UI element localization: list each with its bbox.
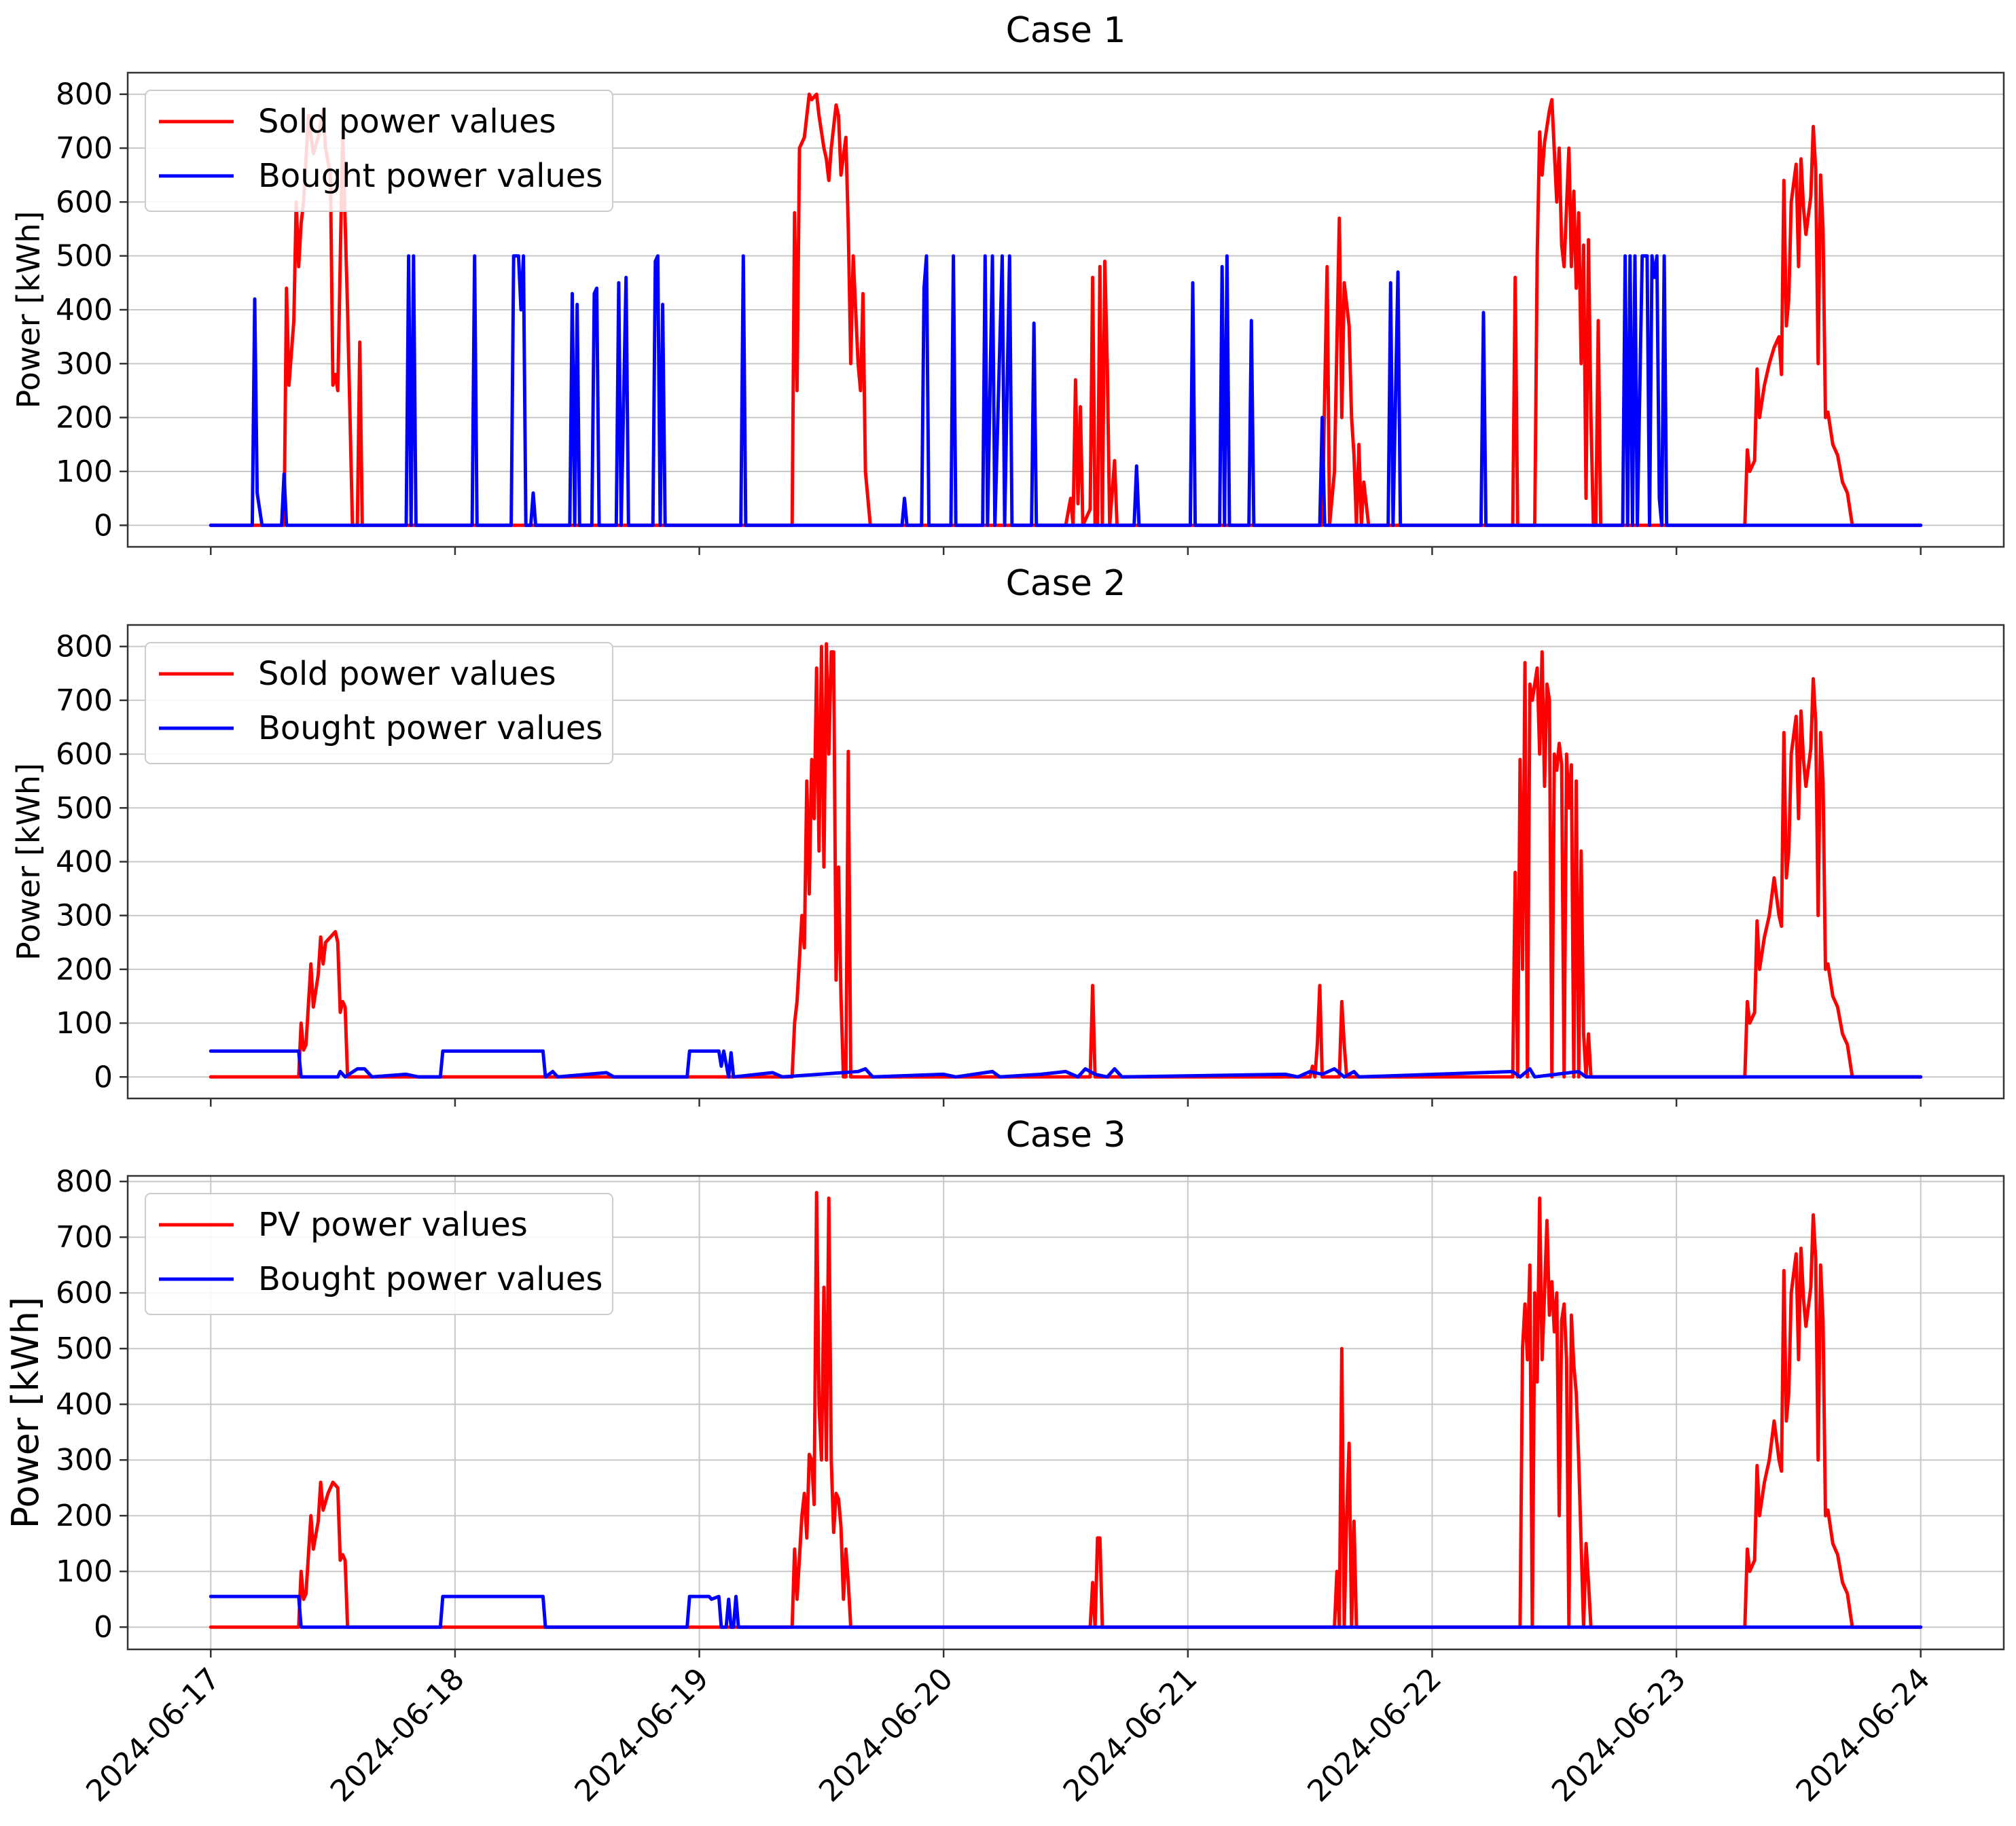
y-tick-label: 300 [56, 899, 113, 933]
y-tick-label: 100 [56, 454, 113, 489]
series-line-blue [209, 254, 1923, 527]
plot-frame [126, 1175, 2005, 1651]
chart-title: Case 3 [1006, 1115, 1126, 1156]
x-tick-label: 2024-06-24 [1790, 1662, 1937, 1809]
y-tick-label: 200 [56, 401, 113, 435]
y-tick-label: 0 [94, 1060, 113, 1094]
y-tick-label: 500 [56, 239, 113, 274]
y-tick-label: 700 [56, 683, 113, 718]
y-tick-label: 300 [56, 346, 113, 381]
chart-panel-1: 0 100 200 300 400 500 600 700 800 Case 1 Power [kW… [10, 10, 2005, 555]
y-tick-label: 400 [56, 845, 113, 880]
x-tick-label: 2024-06-23 [1545, 1662, 1693, 1809]
y-tick-label: 0 [94, 1610, 113, 1645]
y-tick-label: 700 [56, 1220, 113, 1255]
legend-label: Bought power values [258, 1260, 602, 1298]
y-tick-label: 600 [56, 1276, 113, 1310]
y-tick-label: 400 [56, 293, 113, 327]
plot-frame [126, 71, 2005, 548]
legend-box [145, 1193, 613, 1315]
legend-label: Sold power values [258, 655, 556, 693]
y-tick-label: 800 [56, 77, 113, 112]
legend-box [145, 642, 613, 764]
y-tick-label: 700 [56, 131, 113, 166]
series-line-blue [209, 1049, 1923, 1079]
series-line-red [209, 1191, 1923, 1629]
y-tick-label: 300 [56, 1443, 113, 1478]
chart-title: Case 1 [1006, 10, 1126, 51]
x-tick-label: 2024-06-18 [324, 1662, 471, 1809]
legend-label: Bought power values [258, 157, 602, 195]
chart-title: Case 2 [1006, 563, 1126, 604]
y-tick-label: 800 [56, 1164, 113, 1199]
x-tick-label: 2024-06-17 [79, 1662, 227, 1809]
y-axis-label: Power [kWh] [10, 763, 47, 961]
y-tick-label: 200 [56, 952, 113, 987]
x-tick-label: 2024-06-22 [1301, 1662, 1448, 1809]
chart-panel-2: 0 100 200 300 400 500 600 700 800 Case 2 Power [kW… [10, 563, 2005, 1107]
y-tick-label: 100 [56, 1006, 113, 1041]
y-axis-label: Power [kWh] [10, 211, 47, 409]
series-line-blue [209, 1594, 1923, 1629]
y-tick-label: 400 [56, 1387, 113, 1422]
y-tick-label: 500 [56, 1331, 113, 1366]
y-axis-label: Power [kWh] [4, 1297, 47, 1528]
legend-label: PV power values [258, 1206, 528, 1244]
legend-box [145, 90, 613, 212]
legend: Sold power values Bought power values [145, 90, 613, 212]
plot-frame [126, 624, 2005, 1100]
y-tick-label: 800 [56, 630, 113, 664]
x-tick-label: 2024-06-20 [812, 1662, 960, 1809]
legend: PV power values Bought power values [145, 1193, 613, 1315]
x-tick-label: 2024-06-19 [568, 1662, 715, 1809]
y-tick-label: 600 [56, 737, 113, 772]
chart-panel-3: 0 100 200 300 400 500 600 700 800 2024-06-17 2024-… [4, 1115, 2005, 1809]
y-tick-label: 600 [56, 185, 113, 219]
y-tick-label: 500 [56, 791, 113, 825]
series-line-red [209, 642, 1923, 1079]
y-tick-label: 100 [56, 1554, 113, 1589]
y-tick-label: 200 [56, 1499, 113, 1533]
legend-label: Sold power values [258, 103, 556, 141]
legend: Sold power values Bought power values [145, 642, 613, 764]
x-tick-label: 2024-06-21 [1057, 1662, 1204, 1809]
y-tick-label: 0 [94, 508, 113, 543]
legend-label: Bought power values [258, 709, 602, 747]
